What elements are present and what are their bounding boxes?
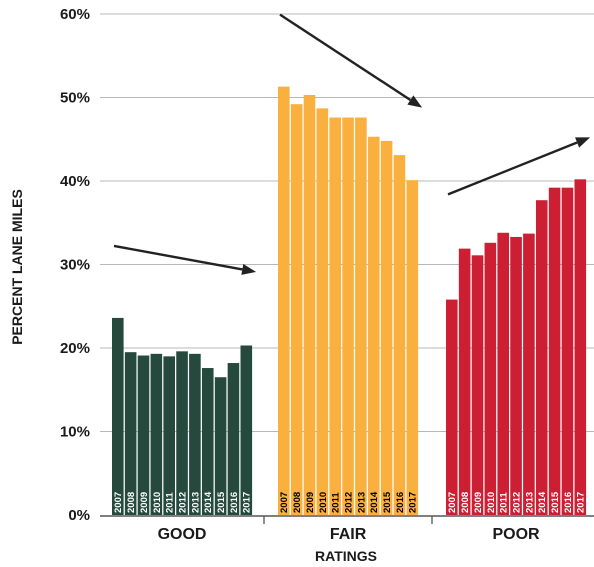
x-axis-title: RATINGS: [315, 548, 377, 564]
bar: [367, 136, 380, 515]
bar-year-label: 2017: [408, 492, 419, 513]
bar: [355, 117, 367, 515]
y-tick-label: 50%: [60, 90, 90, 107]
trend-arrowhead: [407, 95, 423, 108]
bar: [189, 353, 201, 515]
bar: [523, 233, 535, 516]
bar: [342, 117, 354, 515]
bar: [176, 351, 188, 515]
bar-year-label: 2011: [165, 492, 176, 513]
bar-year-label: 2013: [190, 492, 201, 513]
bar: [471, 255, 484, 515]
bar: [484, 242, 497, 516]
bar-year-label: 2013: [524, 492, 535, 513]
bar-year-label: 2008: [292, 492, 303, 513]
bar-year-label: 2014: [537, 491, 548, 513]
bar-year-label: 2007: [113, 492, 124, 513]
y-axis-title: PERCENT LANE MILES: [9, 189, 25, 345]
bar: [574, 179, 587, 515]
bar: [201, 368, 214, 515]
bar: [137, 355, 150, 515]
bar-year-label: 2011: [331, 492, 342, 513]
bar: [290, 104, 303, 516]
bar: [214, 377, 227, 515]
bar-year-label: 2007: [279, 492, 290, 513]
bar: [112, 317, 124, 515]
bar-year-label: 2009: [139, 492, 150, 513]
bar: [458, 248, 471, 515]
bar-year-label: 2011: [499, 492, 510, 513]
bar: [227, 363, 240, 515]
y-tick-label: 60%: [60, 6, 90, 23]
bar-year-label: 2014: [369, 491, 380, 513]
bar-year-label: 2012: [343, 492, 354, 513]
trend-arrowhead: [575, 137, 591, 148]
bar: [278, 86, 290, 516]
x-category-label: FAIR: [330, 526, 367, 543]
bar-year-label: 2017: [242, 492, 253, 513]
trend-arrows: [113, 13, 591, 275]
bar-year-label: 2010: [486, 492, 497, 513]
bar: [316, 108, 329, 515]
bar-year-label: 2012: [511, 492, 522, 513]
y-tick-label: 0%: [68, 507, 90, 524]
bar: [548, 187, 561, 515]
trend-arrow-line: [447, 141, 578, 196]
bar-year-label: 2010: [152, 492, 163, 513]
y-tick-label: 30%: [60, 257, 90, 274]
bar: [510, 236, 522, 515]
bar: [329, 117, 341, 515]
bar: [535, 200, 548, 515]
x-category-label: POOR: [492, 526, 540, 543]
bar-year-label: 2016: [229, 492, 240, 513]
bar: [163, 356, 175, 515]
bar: [561, 187, 574, 515]
bar: [150, 353, 163, 515]
bar-year-label: 2012: [177, 492, 188, 513]
bar-year-label: 2015: [382, 491, 393, 513]
bar-year-label: 2008: [126, 492, 137, 513]
bar: [124, 352, 137, 515]
trend-arrow-line: [113, 244, 243, 271]
bar-year-label: 2007: [447, 492, 458, 513]
bar-year-label: 2015: [550, 491, 561, 513]
bar-year-label: 2016: [563, 492, 574, 513]
bar-year-label: 2010: [318, 492, 329, 513]
x-category-label: GOOD: [158, 526, 207, 543]
bar-year-label: 2009: [305, 492, 316, 513]
bar: [240, 345, 253, 515]
bar-year-label: 2014: [203, 491, 214, 513]
bar: [497, 232, 509, 515]
bar-year-label: 2008: [460, 492, 471, 513]
bar-year-label: 2015: [216, 491, 227, 513]
bar: [393, 155, 406, 516]
trend-arrowhead: [241, 264, 257, 275]
bar-year-label: 2013: [356, 492, 367, 513]
bar: [446, 299, 458, 515]
y-tick-label: 10%: [60, 424, 90, 441]
bar-year-label: 2009: [473, 492, 484, 513]
bar: [406, 180, 419, 516]
bar: [303, 94, 316, 516]
y-tick-label: 40%: [60, 173, 90, 190]
y-tick-label: 20%: [60, 340, 90, 357]
bar-year-label: 2016: [395, 492, 406, 513]
trend-arrow-line: [279, 13, 412, 101]
y-axis-ticks: 0% 10% 20% 30% 40% 50% 60%: [60, 6, 90, 524]
bar-year-label: 2017: [576, 492, 587, 513]
bars: 2007 2008 2009 2010 2011 2012 2013 2014 2015 2016…: [112, 86, 587, 516]
x-axis: GOOD FAIR POOR: [100, 515, 594, 543]
bar: [380, 140, 393, 516]
